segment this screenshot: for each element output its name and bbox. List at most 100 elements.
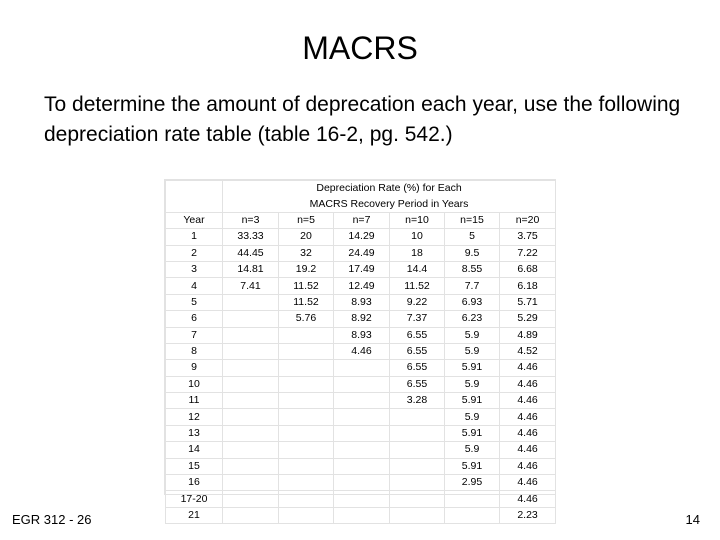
- rate-cell: 11.52: [278, 277, 334, 295]
- slide-title: MACRS: [302, 30, 418, 66]
- year-cell: 16: [165, 474, 223, 492]
- rate-cell: 24.49: [333, 244, 390, 262]
- rate-cell: [222, 375, 279, 394]
- rate-cell: 5.91: [444, 359, 500, 377]
- rate-cell: [444, 506, 500, 525]
- rate-cell: 11.52: [389, 277, 445, 295]
- table-header-row-1: Depreciation Rate (%) for Each: [165, 180, 557, 197]
- rate-cell: [222, 359, 279, 377]
- rate-cell: [333, 359, 390, 377]
- header-blank-cell: [165, 180, 223, 197]
- rate-cell: 10: [389, 228, 445, 246]
- rate-cell: 33.33: [222, 228, 279, 246]
- column-header: n=3: [222, 211, 279, 230]
- macrs-rate-table: Depreciation Rate (%) for Each MACRS Rec…: [164, 179, 557, 525]
- column-header: n=20: [498, 211, 557, 230]
- rate-cell: 4.46: [498, 408, 557, 426]
- table-row: 21 2.23: [165, 506, 557, 525]
- rate-cell: 5.91: [444, 424, 500, 443]
- rate-cell: 19.2: [278, 260, 334, 279]
- table-row: 6 5.76 8.92 7.37 6.23 5.29: [165, 310, 557, 328]
- rate-cell: [444, 490, 500, 508]
- year-cell: 17-20: [165, 490, 223, 508]
- table-row: 2 44.45 32 24.49 18 9.5 7.22: [165, 244, 557, 262]
- table-row: 1 33.33 20 14.29 10 5 3.75: [165, 228, 557, 246]
- rate-cell: [333, 441, 390, 459]
- rate-cell: 7.7: [444, 277, 500, 295]
- rate-cell: 2.95: [444, 474, 500, 492]
- rate-cell: [278, 424, 334, 443]
- rate-cell: [222, 474, 279, 492]
- rate-cell: [389, 474, 445, 492]
- year-cell: 14: [165, 441, 223, 459]
- year-cell: 5: [165, 293, 223, 312]
- rate-cell: 9.5: [444, 244, 500, 262]
- rate-cell: 4.52: [498, 342, 557, 361]
- rate-cell: 4.46: [498, 474, 557, 492]
- rate-cell: 4.46: [498, 392, 557, 410]
- column-header-row: Year n=3 n=5 n=7 n=10 n=15 n=20: [165, 211, 557, 230]
- header-blank-cell: [165, 196, 223, 213]
- rate-cell: [278, 326, 334, 344]
- rate-cell: [278, 457, 334, 476]
- rate-cell: 8.93: [333, 293, 390, 312]
- table-row: 10 6.55 5.9 4.46: [165, 375, 557, 394]
- year-cell: 4: [165, 277, 223, 295]
- table-row: 14 5.9 4.46: [165, 441, 557, 459]
- rate-cell: [222, 293, 279, 312]
- rate-cell: 7.22: [498, 244, 557, 262]
- rate-cell: 20: [278, 228, 334, 246]
- rate-cell: [278, 375, 334, 394]
- rate-cell: 5.9: [444, 408, 500, 426]
- rate-cell: 8.92: [333, 310, 390, 328]
- rate-cell: [278, 392, 334, 410]
- rate-cell: 6.68: [498, 260, 557, 279]
- rate-cell: [389, 424, 445, 443]
- rate-cell: [333, 408, 390, 426]
- rate-cell: 18: [389, 244, 445, 262]
- rate-cell: [222, 326, 279, 344]
- table-row: 9 6.55 5.91 4.46: [165, 359, 557, 377]
- rate-cell: [389, 490, 445, 508]
- rate-cell: [222, 392, 279, 410]
- rate-cell: [333, 474, 390, 492]
- rate-cell: 3.75: [498, 228, 557, 246]
- rate-cell: [222, 490, 279, 508]
- rate-cell: 4.46: [498, 441, 557, 459]
- year-cell: 15: [165, 457, 223, 476]
- rate-cell: 6.55: [389, 326, 445, 344]
- rate-cell: [222, 342, 279, 361]
- year-cell: 10: [165, 375, 223, 394]
- rate-cell: 5.9: [444, 441, 500, 459]
- table-row: 5 11.52 8.93 9.22 6.93 5.71: [165, 293, 557, 312]
- table-row: 12 5.9 4.46: [165, 408, 557, 426]
- rate-cell: 14.4: [389, 260, 445, 279]
- rate-cell: [278, 441, 334, 459]
- rate-table: Depreciation Rate (%) for Each MACRS Rec…: [165, 180, 557, 525]
- rate-cell: 8.93: [333, 326, 390, 344]
- rate-cell: 6.23: [444, 310, 500, 328]
- rate-cell: [333, 506, 390, 525]
- rate-cell: 12.49: [333, 277, 390, 295]
- table-row: 15 5.91 4.46: [165, 457, 557, 476]
- rate-cell: 5.9: [444, 375, 500, 394]
- rate-cell: 11.52: [278, 293, 334, 312]
- rate-cell: [278, 506, 334, 525]
- year-cell: 11: [165, 392, 223, 410]
- rate-cell: [389, 408, 445, 426]
- rate-cell: 9.22: [389, 293, 445, 312]
- slide-number: 14: [685, 512, 700, 527]
- table-row: 13 5.91 4.46: [165, 424, 557, 443]
- column-header: n=5: [278, 211, 334, 230]
- year-cell: 7: [165, 326, 223, 344]
- rate-cell: 5.9: [444, 342, 500, 361]
- table-row: 8 4.46 6.55 5.9 4.52: [165, 342, 557, 361]
- rate-cell: [222, 424, 279, 443]
- rate-cell: [222, 441, 279, 459]
- rate-cell: 44.45: [222, 244, 279, 262]
- year-cell: 1: [165, 228, 223, 246]
- rate-cell: [333, 424, 390, 443]
- rate-cell: 32: [278, 244, 334, 262]
- rate-cell: [278, 359, 334, 377]
- intro-text: To determine the amount of deprecation e…: [44, 93, 681, 146]
